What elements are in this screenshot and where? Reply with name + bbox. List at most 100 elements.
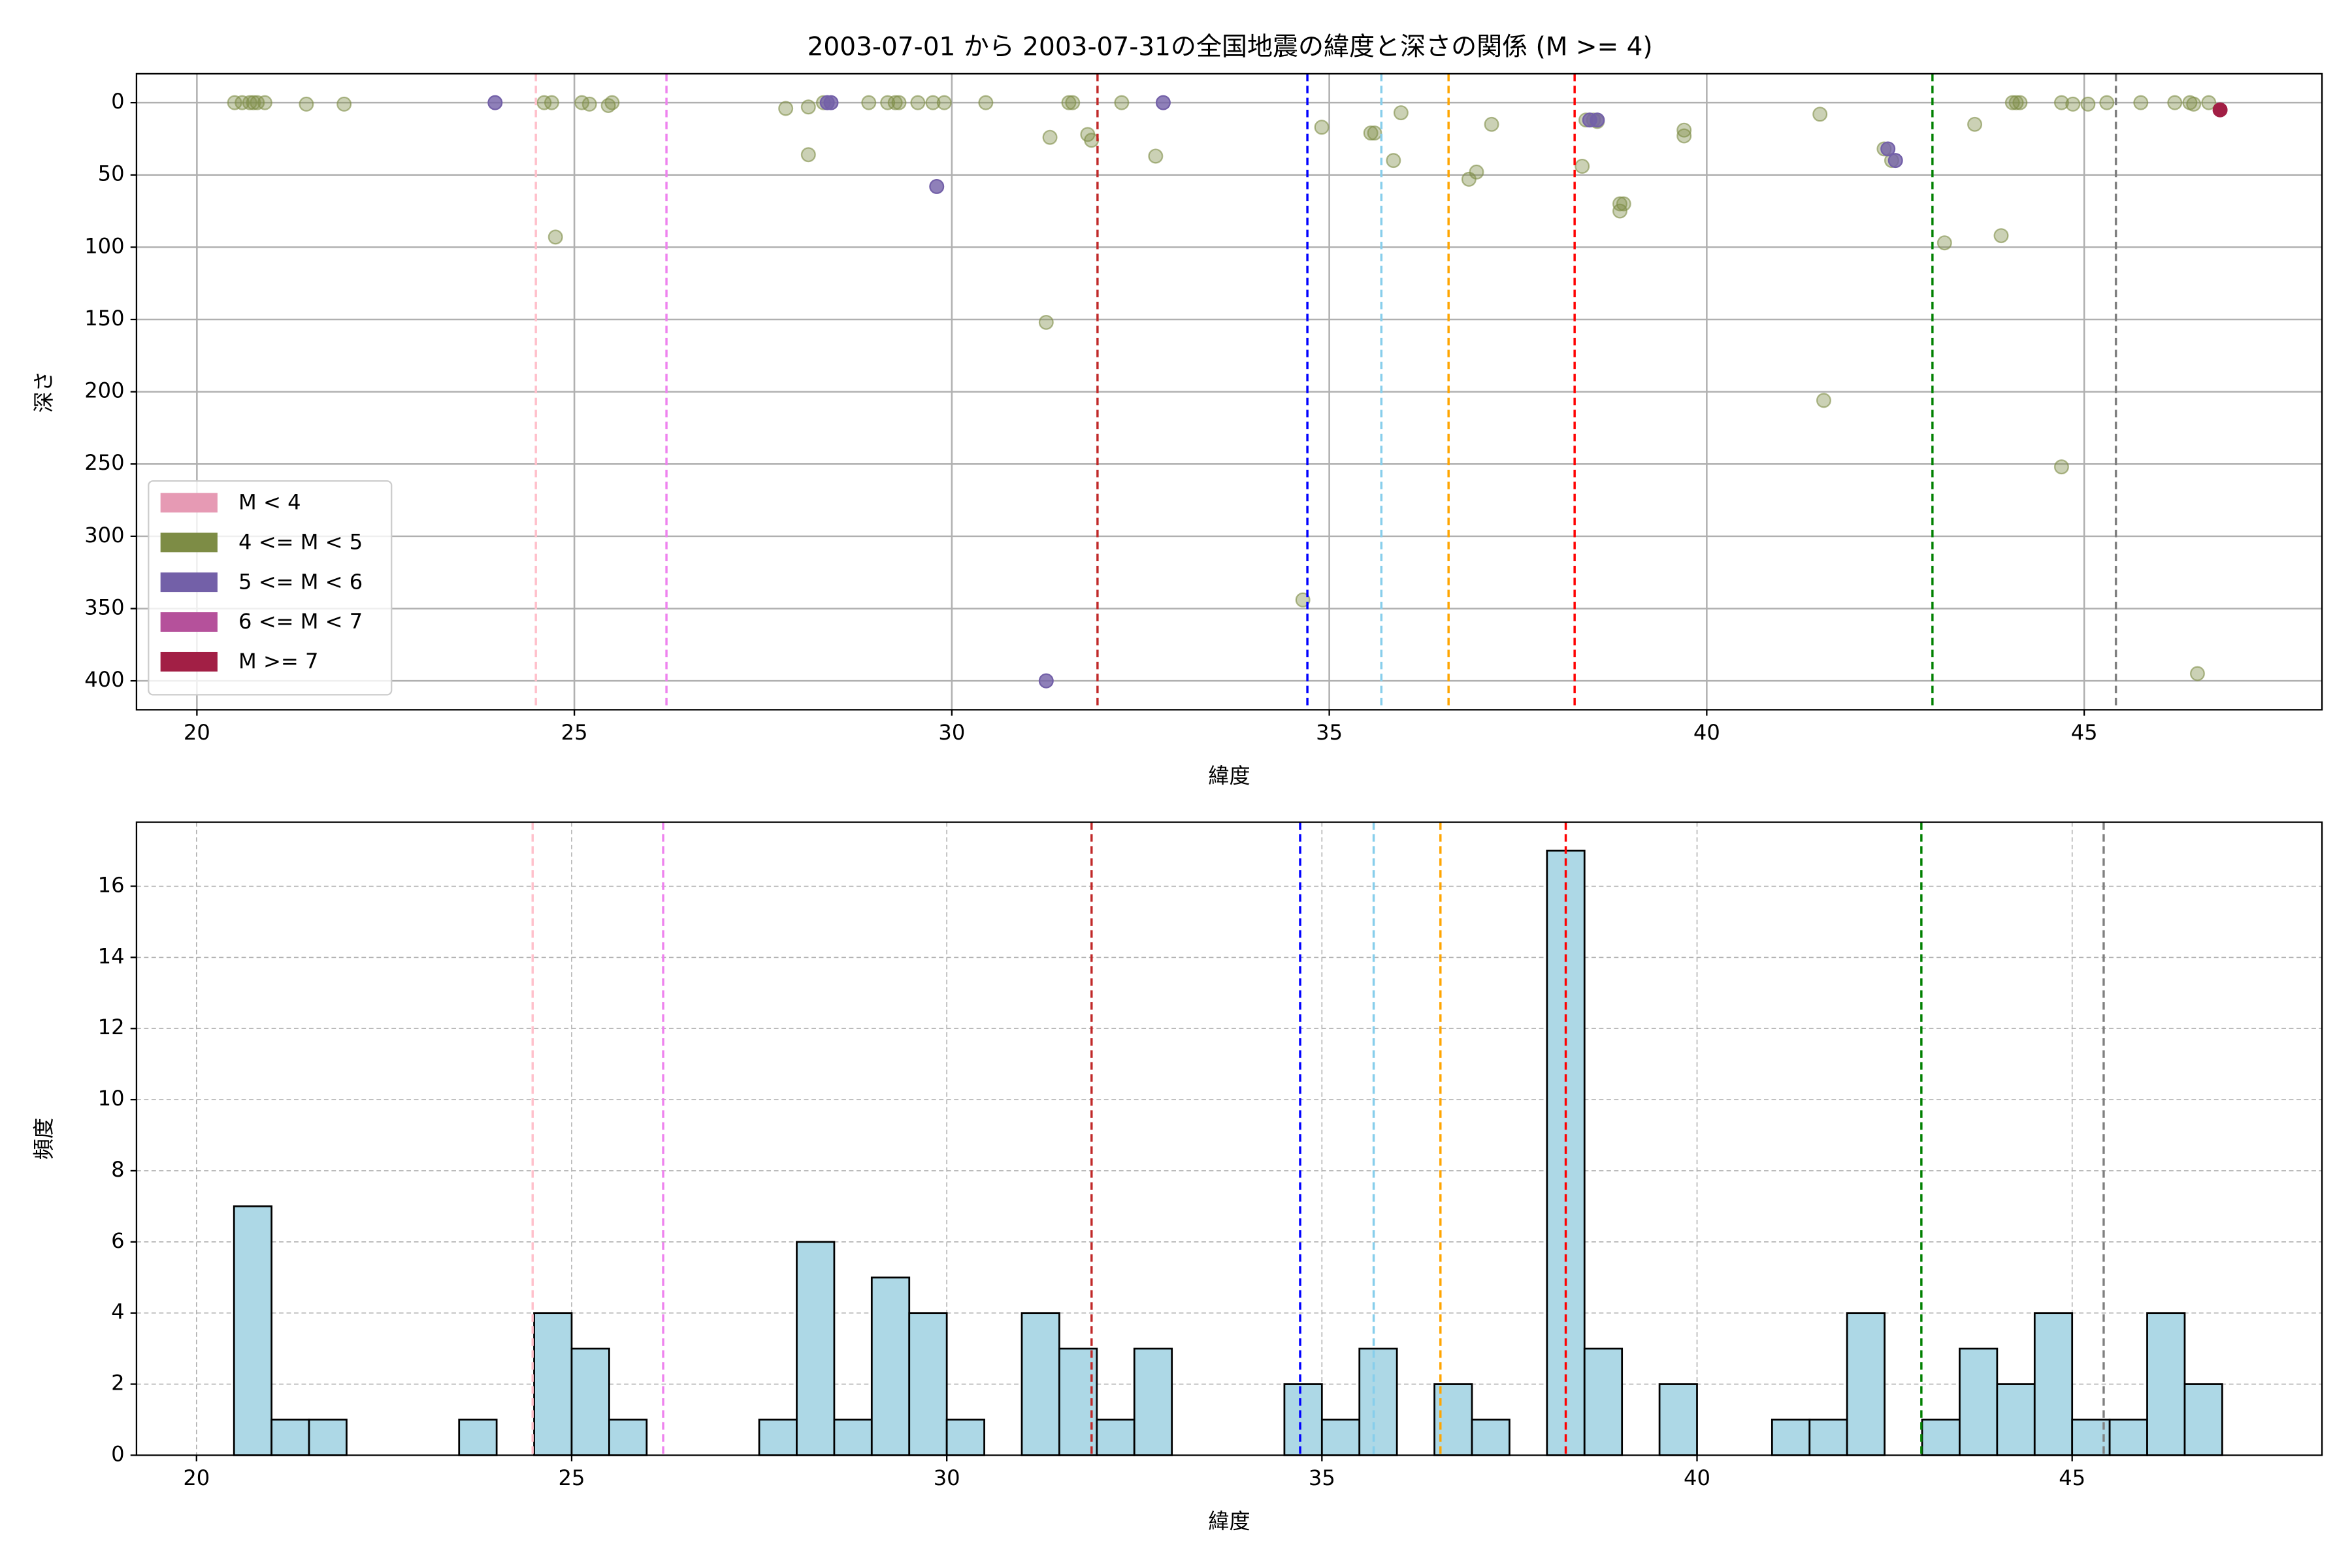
- axes-frame: [135, 821, 2323, 1456]
- point: [1295, 592, 1311, 608]
- point: [336, 96, 352, 112]
- bar: [2108, 1418, 2148, 1456]
- point: [2212, 102, 2228, 118]
- y-tick-label: 100: [84, 233, 124, 258]
- point: [1314, 120, 1330, 135]
- point: [891, 95, 907, 110]
- point: [2080, 96, 2096, 112]
- point: [2004, 95, 2020, 110]
- point: [246, 95, 261, 110]
- y-tick-label: 300: [84, 523, 124, 547]
- point: [1575, 158, 1590, 174]
- bar: [796, 1241, 836, 1456]
- point: [1812, 106, 1828, 122]
- point: [1367, 125, 1382, 141]
- point: [1155, 95, 1171, 110]
- x-tick-label: 25: [561, 720, 588, 745]
- point: [2065, 96, 2081, 112]
- bar: [1471, 1418, 1511, 1456]
- legend-label: 4 <= M < 5: [238, 530, 363, 555]
- point: [1393, 105, 1409, 121]
- point: [2133, 95, 2149, 110]
- point: [1148, 148, 1164, 164]
- y-tick-label: 250: [84, 450, 124, 475]
- x-tick-label: 40: [1693, 720, 1720, 745]
- y-tick-label: 0: [111, 1441, 124, 1466]
- point: [1612, 203, 1627, 219]
- point: [1887, 153, 1903, 169]
- point: [887, 95, 903, 110]
- bar: [1996, 1383, 2036, 1456]
- point: [1993, 228, 2009, 244]
- point: [929, 178, 945, 194]
- point: [536, 95, 552, 110]
- y-tick-label: 150: [84, 306, 124, 331]
- bar: [1583, 1347, 1624, 1456]
- point: [242, 95, 257, 110]
- x-tick-label: 40: [1684, 1465, 1710, 1490]
- x-tick-label: 25: [559, 1465, 585, 1490]
- point: [581, 96, 597, 112]
- point: [250, 95, 265, 110]
- point: [1469, 164, 1484, 180]
- bar: [570, 1347, 610, 1456]
- legend-label: M >= 7: [238, 649, 318, 674]
- y-tick-label: 12: [98, 1015, 125, 1039]
- y-tick-label: 16: [98, 873, 125, 898]
- point: [2012, 95, 2028, 110]
- point: [936, 95, 952, 110]
- legend-label: 5 <= M < 6: [238, 569, 363, 594]
- point: [978, 95, 994, 110]
- point: [1042, 129, 1058, 145]
- bar: [1320, 1418, 1361, 1456]
- bar: [1921, 1418, 1961, 1456]
- x-tick-label: 45: [2071, 720, 2098, 745]
- point: [1386, 153, 1401, 169]
- point: [2201, 95, 2217, 110]
- legend-swatch: [160, 651, 218, 672]
- legend-swatch: [160, 532, 218, 553]
- point: [880, 95, 896, 110]
- point: [823, 95, 839, 110]
- bar: [1808, 1418, 1848, 1456]
- point: [1816, 393, 1831, 408]
- point: [925, 95, 941, 110]
- point: [1676, 128, 1692, 144]
- bar: [870, 1276, 911, 1456]
- point: [1967, 116, 1983, 132]
- x-tick-label: 35: [1309, 1465, 1335, 1490]
- point: [227, 95, 242, 110]
- bar: [533, 1312, 573, 1456]
- legend-label: M < 4: [238, 490, 301, 515]
- y-axis-label: 深さ: [31, 370, 56, 412]
- bar: [1096, 1418, 1135, 1456]
- point: [1590, 112, 1605, 128]
- bar: [233, 1205, 273, 1456]
- point: [2099, 95, 2115, 110]
- x-tick-label: 20: [183, 1465, 210, 1490]
- y-tick-label: 50: [98, 161, 125, 186]
- axes-frame: [135, 73, 2323, 711]
- point: [2186, 96, 2202, 112]
- point: [1616, 196, 1631, 212]
- point: [1880, 141, 1896, 157]
- point: [2167, 95, 2183, 110]
- y-tick-label: 8: [111, 1157, 124, 1182]
- point: [1065, 95, 1081, 110]
- legend-swatch: [160, 572, 218, 593]
- x-tick-label: 35: [1316, 720, 1343, 745]
- point: [2053, 459, 2069, 475]
- y-tick-label: 350: [84, 595, 124, 619]
- bar: [1433, 1383, 1473, 1456]
- point: [1484, 116, 1499, 132]
- point: [778, 101, 794, 116]
- y-axis-label: 頻度: [31, 1118, 56, 1160]
- point: [800, 147, 816, 163]
- y-tick-label: 6: [111, 1228, 124, 1253]
- point: [1038, 314, 1054, 330]
- y-tick-label: 0: [111, 89, 124, 114]
- x-tick-label: 30: [938, 720, 965, 745]
